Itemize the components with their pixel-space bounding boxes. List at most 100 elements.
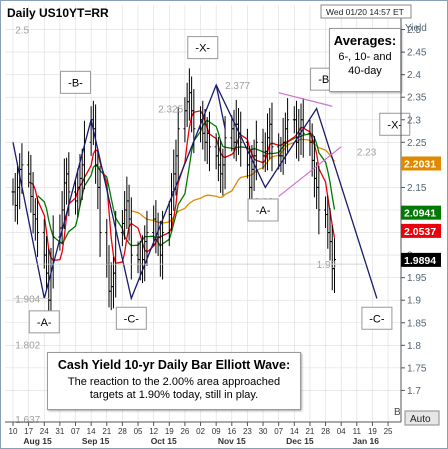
price-level-label: 1.904: [15, 294, 40, 305]
wave-label-box: [187, 36, 219, 60]
x-axis-ticks: 10 17 24 31 07 14 21 28 05 12 19 26 02 09 16 23 30 07 14 21…: [9, 422, 393, 446]
x-month-label: Aug 15: [23, 436, 52, 446]
last-value-text: 2.2031: [404, 158, 436, 170]
y-tick-label: 2.35: [407, 93, 427, 104]
price-level-label: 2.23: [357, 147, 377, 158]
price-level-label: 2.325: [158, 104, 183, 115]
y-tick-label: 2.25: [407, 138, 427, 149]
price-level-label: 1.637: [15, 415, 40, 426]
b-marker: B: [394, 407, 401, 418]
last-value-text: 1.9894: [404, 255, 436, 267]
wave-label-box: [60, 70, 92, 94]
x-tick-label: 02: [196, 427, 205, 436]
x-tick-label: 17: [24, 427, 33, 436]
elliott-wave-line: [12, 83, 378, 301]
wave-label-text: -X-: [195, 43, 210, 55]
wave-label-box: [115, 306, 147, 330]
price-level-label: 1.98: [317, 260, 337, 271]
x-month-label: Nov 15: [218, 436, 246, 446]
last-value-badges: 2.2031 2.0941 2.0537 1.9894: [401, 156, 441, 267]
x-tick-label: 21: [305, 427, 314, 436]
averages-line-1: 6-, 10- and: [338, 51, 392, 63]
commentary-line-1: The reaction to the 2.00% area approache…: [67, 376, 281, 388]
x-tick-label: 14: [87, 427, 96, 436]
x-tick-label: 24: [40, 427, 49, 436]
price-level-label: 1.802: [15, 340, 40, 351]
y-tick-label: 2.3: [407, 115, 421, 126]
averages-box: Averages: 6-, 10- and 40-day: [329, 28, 401, 92]
x-tick-label: 05: [134, 427, 143, 436]
x-tick-label: 07: [274, 427, 283, 436]
x-tick-label: 14: [290, 427, 299, 436]
wave-label: -B-: [60, 70, 92, 94]
y-tick-label: 1.85: [407, 318, 427, 329]
timestamp-text: Wed 01/20 14:57 ET: [326, 7, 404, 17]
trendline: [278, 146, 342, 197]
x-tick-label: 10: [9, 427, 18, 436]
price-level-label: 2.377: [225, 81, 250, 92]
wave-label-text: -C-: [124, 313, 140, 325]
wave-label-box: [247, 198, 279, 222]
y-tick-label: 2.45: [407, 48, 427, 59]
y-tick-label: 1.8: [407, 341, 421, 352]
wave-label-box: [28, 310, 60, 334]
x-tick-label: 30: [259, 427, 268, 436]
trendline: [278, 92, 333, 107]
wave-label-text: -A-: [256, 205, 271, 217]
x-tick-label: 25: [384, 427, 393, 436]
x-month-label: Sep 15: [82, 436, 110, 446]
chart-title: Daily US10YT=RR: [7, 6, 109, 20]
y-tick-label: 2.15: [407, 183, 427, 194]
y-tick-label: 2.4: [407, 70, 421, 81]
averages-title: Averages:: [333, 33, 397, 48]
timestamp-box: [320, 4, 412, 19]
x-tick-label: 04: [337, 427, 346, 436]
commentary-line-2: targets at 1.90% today, still in play.: [89, 389, 259, 401]
trendlines: [278, 92, 342, 197]
last-value-text: 2.0941: [404, 208, 436, 220]
wave-label: -A-: [247, 198, 279, 222]
wave-label-box: [361, 306, 393, 330]
y-tick-label: 1.75: [407, 363, 427, 374]
x-tick-label: 19: [368, 427, 377, 436]
x-tick-label: 23: [243, 427, 252, 436]
x-tick-label: 11: [353, 427, 362, 436]
averages-line-2: 40-day: [348, 65, 382, 77]
x-tick-label: 12: [149, 427, 158, 436]
wave-label-text: -C-: [369, 313, 385, 325]
y-tick-label: 1.95: [407, 273, 427, 284]
last-value-text: 2.0537: [404, 226, 436, 238]
wave-label: -X-: [187, 36, 219, 60]
x-tick-label: 19: [165, 427, 174, 436]
y-tick-label: 1.9: [407, 296, 421, 307]
last-value-badge: [401, 252, 441, 267]
wave-label-text: -B-: [68, 77, 83, 89]
last-value-badge: [401, 156, 441, 171]
x-tick-label: 28: [118, 427, 127, 436]
wave-label: -C-: [115, 306, 147, 330]
commentary-title: Cash Yield 10-yr Daily Bar Elliott Wave:: [57, 358, 291, 372]
x-month-label: Jan 16: [353, 436, 380, 446]
x-tick-label: 16: [227, 427, 236, 436]
wave-label: -X-: [379, 112, 411, 136]
auto-button[interactable]: [404, 410, 440, 426]
commentary-box: Cash Yield 10-yr Daily Bar Elliott Wave:…: [47, 352, 301, 410]
x-tick-label: 09: [212, 427, 221, 436]
x-month-label: Dec 15: [286, 436, 314, 446]
x-tick-label: 07: [71, 427, 80, 436]
last-value-badge: [401, 205, 441, 220]
elliott-wave-lines: [12, 83, 378, 301]
x-tick-label: 26: [180, 427, 189, 436]
wave-label-text: -A-: [37, 317, 52, 329]
price-level-label: 2.5: [15, 26, 29, 37]
x-tick-label: 31: [55, 427, 64, 436]
elliott-wave-line: [215, 84, 226, 129]
x-month-label: Oct 15: [151, 436, 177, 446]
y-tick-label: 1.7: [407, 386, 421, 397]
yield-axis-label: Yield: [405, 23, 427, 34]
wave-label: -A-: [28, 310, 60, 334]
wave-label-text: -X-: [387, 119, 402, 131]
wave-label-box: [379, 112, 411, 136]
wave-label: -C-: [361, 306, 393, 330]
